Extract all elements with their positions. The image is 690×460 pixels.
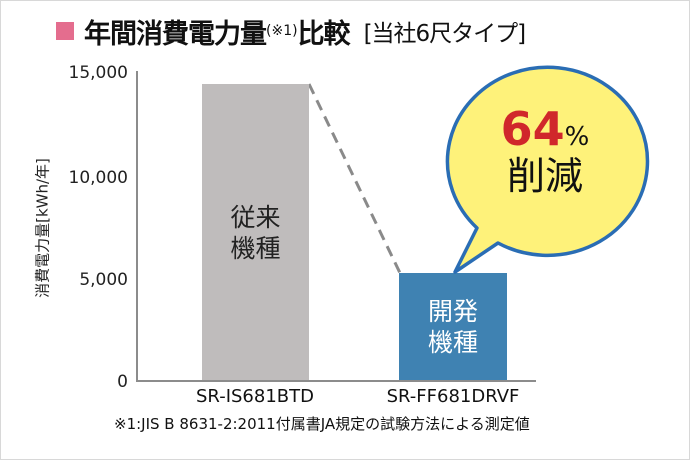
- chart-title: 年間消費電力量 (※1) 比較 [当社6尺タイプ]: [56, 14, 527, 50]
- y-tick-15000: 15,000: [68, 63, 128, 83]
- callout-text: 64% 削減: [470, 104, 620, 198]
- y-tick-5000: 5,000: [79, 270, 128, 290]
- bar-label-conventional: 従来 機種: [230, 202, 281, 263]
- title-marker-square: [56, 22, 74, 40]
- y-axis-line: [136, 71, 138, 381]
- title-main-suffix: 比較: [297, 18, 351, 50]
- speech-bubble-shape: [445, 65, 650, 274]
- y-tick-10000: 10,000: [68, 168, 128, 188]
- bar-conventional-model: 従来 機種: [202, 84, 309, 381]
- footnote: ※1:JIS B 8631-2:2011付属書JA規定の試験方法による測定値: [114, 415, 530, 433]
- bar-developed-model: 開発 機種: [399, 273, 507, 381]
- reduction-label: 削減: [506, 154, 583, 198]
- y-tick-0: 0: [117, 372, 128, 392]
- title-footnote-mark: (※1): [266, 23, 298, 39]
- title-main: 年間消費電力量: [84, 18, 267, 50]
- x-category-developed: SR-FF681DRVF: [386, 386, 520, 407]
- percent-sign: %: [564, 122, 590, 152]
- x-category-conventional: SR-IS681BTD: [196, 386, 314, 407]
- bar-label-developed: 開発 機種: [427, 297, 478, 357]
- x-axis-line: [136, 380, 536, 382]
- title-subtitle: [当社6尺タイプ]: [363, 21, 527, 47]
- reduction-percentage: 64: [500, 102, 565, 156]
